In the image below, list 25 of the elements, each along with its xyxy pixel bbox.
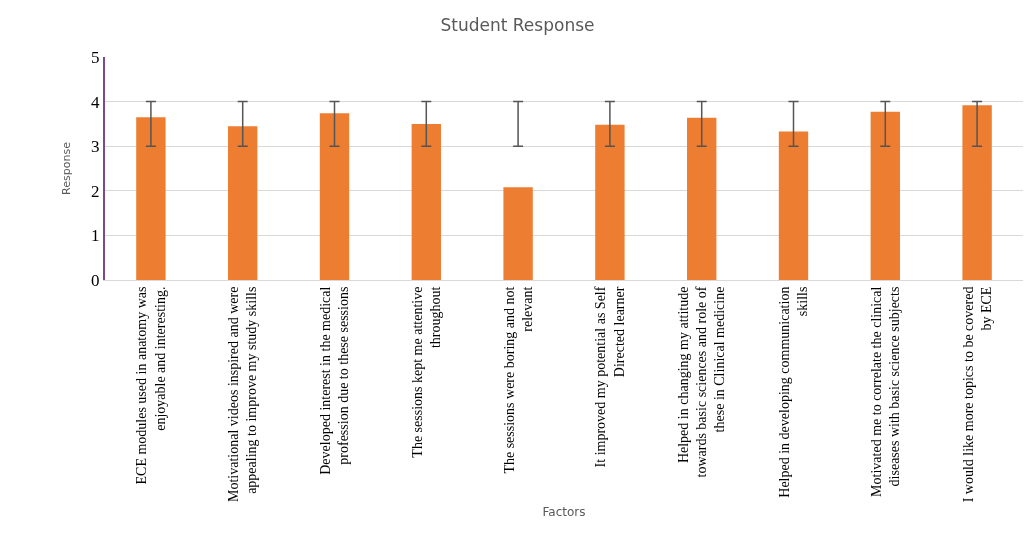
bar xyxy=(228,126,258,280)
y-tick-label: 1 xyxy=(91,226,100,246)
x-axis-title: Factors xyxy=(542,505,586,520)
bar xyxy=(778,131,809,280)
bar xyxy=(503,187,533,280)
x-tick-label: ECE modules used in anatomy was enjoyable and interesting. xyxy=(134,286,168,485)
y-tick-label: 0 xyxy=(91,270,100,290)
x-tick-label: I would like more topics to be covered by ECE xyxy=(960,286,994,503)
bar xyxy=(411,123,441,280)
bar xyxy=(870,111,900,280)
y-axis-title: Response xyxy=(60,141,74,195)
y-tick-label: 4 xyxy=(91,92,101,112)
x-tick-label: Helped in changing my attitude towards basic sciences and role of these in Clinical medicine xyxy=(676,286,728,478)
bar xyxy=(136,117,166,280)
y-tick-label: 5 xyxy=(91,47,100,67)
x-tick-label: Helped in developing communication skills xyxy=(776,286,811,498)
chart-title: Student Response xyxy=(440,14,595,35)
x-tick-label: The sessions were boring and not relevant xyxy=(501,286,535,474)
bar xyxy=(962,105,992,280)
y-tick-label: 2 xyxy=(91,181,100,201)
bar xyxy=(687,117,717,280)
bar xyxy=(595,124,625,280)
y-tick-label: 3 xyxy=(91,137,100,157)
bar xyxy=(319,113,350,280)
x-tick-label: The sessions kept me attentive throughout xyxy=(409,286,443,458)
